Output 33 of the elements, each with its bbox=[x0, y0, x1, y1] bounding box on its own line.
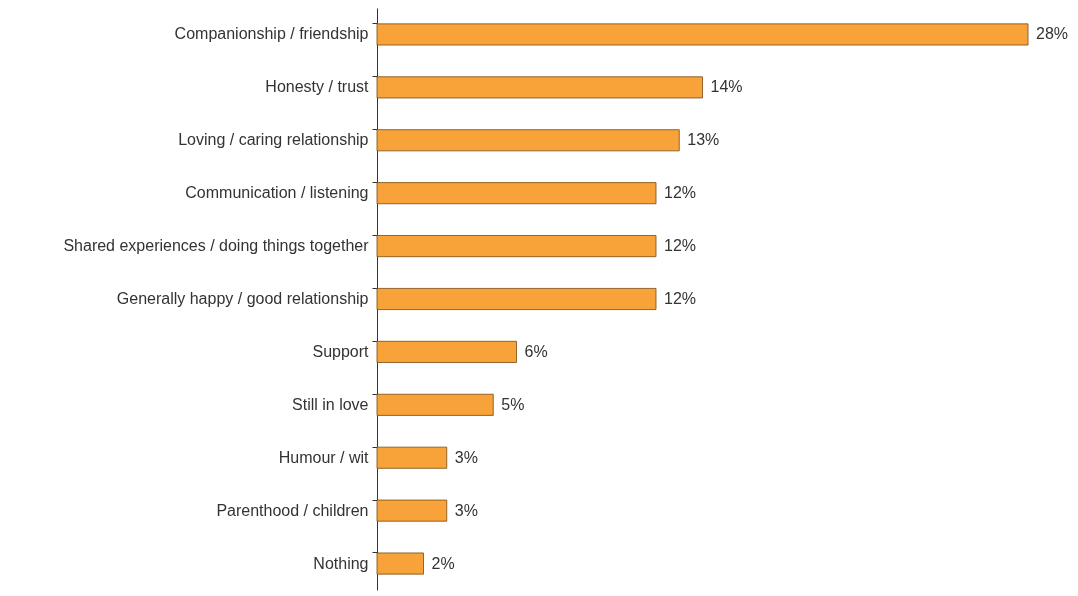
bar bbox=[376, 288, 657, 310]
y-tick-label: Companionship / friendship bbox=[174, 25, 369, 43]
data-label: 3% bbox=[454, 448, 478, 466]
y-tick-label: Humour / wit bbox=[278, 448, 370, 466]
data-label: 14% bbox=[710, 78, 743, 96]
y-tick-label: Support bbox=[312, 342, 370, 360]
data-label: 5% bbox=[501, 395, 525, 413]
bar bbox=[376, 393, 494, 416]
data-label: 13% bbox=[687, 131, 720, 149]
y-tick-label: Still in love bbox=[292, 395, 369, 413]
data-label: 3% bbox=[454, 501, 478, 519]
bar bbox=[376, 235, 657, 258]
bar bbox=[376, 446, 448, 469]
data-label: 12% bbox=[664, 290, 697, 307]
y-tick-label: Parenthood / children bbox=[216, 501, 369, 519]
y-tick-label: Honesty / trust bbox=[265, 78, 370, 96]
data-label: 2% bbox=[431, 554, 455, 572]
y-tick-label: Generally happy / good relationship bbox=[116, 290, 369, 307]
bar bbox=[376, 129, 680, 152]
y-tick-label: Nothing bbox=[313, 554, 369, 572]
bar bbox=[376, 76, 703, 99]
data-label: 12% bbox=[664, 237, 697, 255]
y-tick-label: Communication / listening bbox=[185, 184, 369, 202]
bar bbox=[376, 499, 448, 522]
bar bbox=[376, 23, 1029, 46]
data-label: 28% bbox=[1036, 25, 1069, 43]
y-tick-label: Loving / caring relationship bbox=[178, 131, 369, 149]
data-label: 6% bbox=[524, 342, 548, 360]
bar bbox=[376, 340, 517, 363]
bar bbox=[376, 182, 657, 205]
y-tick-label: Shared experiences / doing things together bbox=[63, 237, 370, 255]
data-label: 12% bbox=[664, 184, 697, 202]
bar bbox=[376, 552, 424, 575]
